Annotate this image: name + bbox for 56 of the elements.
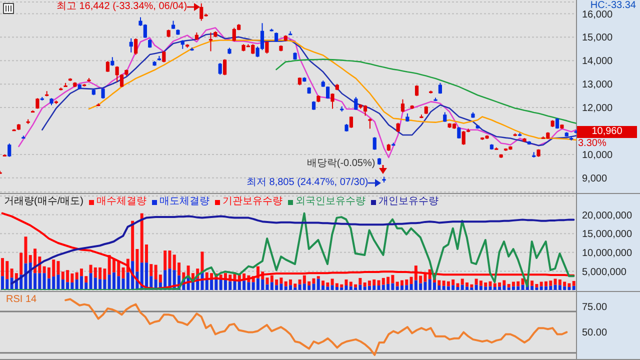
bar	[572, 286, 576, 290]
chart-title: RSI 14	[6, 294, 37, 306]
annotation: 최저 8,805 (24.47%, 07/30)	[246, 176, 368, 188]
candlestick	[222, 58, 227, 76]
legend-label: 매도체결량	[158, 196, 210, 208]
legend-label: 개인보유수량	[377, 196, 438, 208]
annotation: 배당락(-0.05%)	[306, 158, 376, 170]
annotation: 최고 16,442 (-33.34%, 06/04)	[56, 1, 188, 13]
candlestick	[396, 122, 400, 133]
candlestick	[443, 112, 447, 122]
legend-label: 매수체결량	[95, 196, 146, 208]
candlestick	[274, 32, 278, 42]
line-series	[18, 27, 577, 158]
candlestick	[208, 32, 213, 52]
y-tick-label: 10,000,000	[582, 248, 632, 259]
y-tick-label: 10,000	[582, 150, 614, 162]
y-tick-label: 20,000,000	[582, 210, 632, 222]
bar	[150, 264, 153, 276]
y-tick-label: 9,000	[582, 173, 608, 184]
candlestick	[354, 96, 358, 110]
bar	[164, 250, 167, 270]
candlestick	[265, 40, 269, 54]
candlestick	[101, 87, 105, 100]
candlestick	[129, 38, 133, 53]
bar	[80, 268, 83, 276]
text: HC:-33.34	[590, 0, 636, 11]
y-tick-label: 14,000	[582, 56, 614, 68]
y-tick-label: 16,000	[582, 9, 614, 20]
candlestick	[134, 38, 138, 56]
bar	[316, 276, 320, 279]
candlestick	[400, 98, 405, 113]
bar	[84, 276, 88, 282]
candlestick	[8, 142, 12, 158]
candlestick	[106, 60, 110, 72]
text: 10,960	[577, 126, 637, 138]
bar	[322, 280, 325, 286]
candlestick	[218, 62, 222, 76]
y-tick-label: 50.00	[582, 328, 608, 339]
legend-label: 기관보유수량	[221, 196, 282, 208]
candlestick	[368, 118, 372, 130]
y-tick-label: 15,000,000	[582, 229, 632, 240]
y-tick-label: 5,000,000	[582, 266, 627, 278]
candlestick	[372, 136, 376, 150]
y-tick-label: 15,000	[582, 32, 614, 44]
line-series	[276, 58, 577, 124]
y-tick-label: 75.00	[582, 302, 608, 313]
candlestick	[363, 104, 368, 116]
bar	[572, 280, 576, 286]
y-tick-label: 12,000	[582, 103, 614, 114]
candlestick	[330, 92, 334, 110]
text: 3.30%	[578, 138, 606, 150]
legend-label: 외국인보유수량	[294, 196, 366, 208]
bar	[358, 278, 362, 285]
line-series	[64, 298, 568, 356]
y-tick-label: 13,000	[582, 80, 614, 91]
legend-title: 거래량(매수/매도)	[4, 196, 84, 208]
